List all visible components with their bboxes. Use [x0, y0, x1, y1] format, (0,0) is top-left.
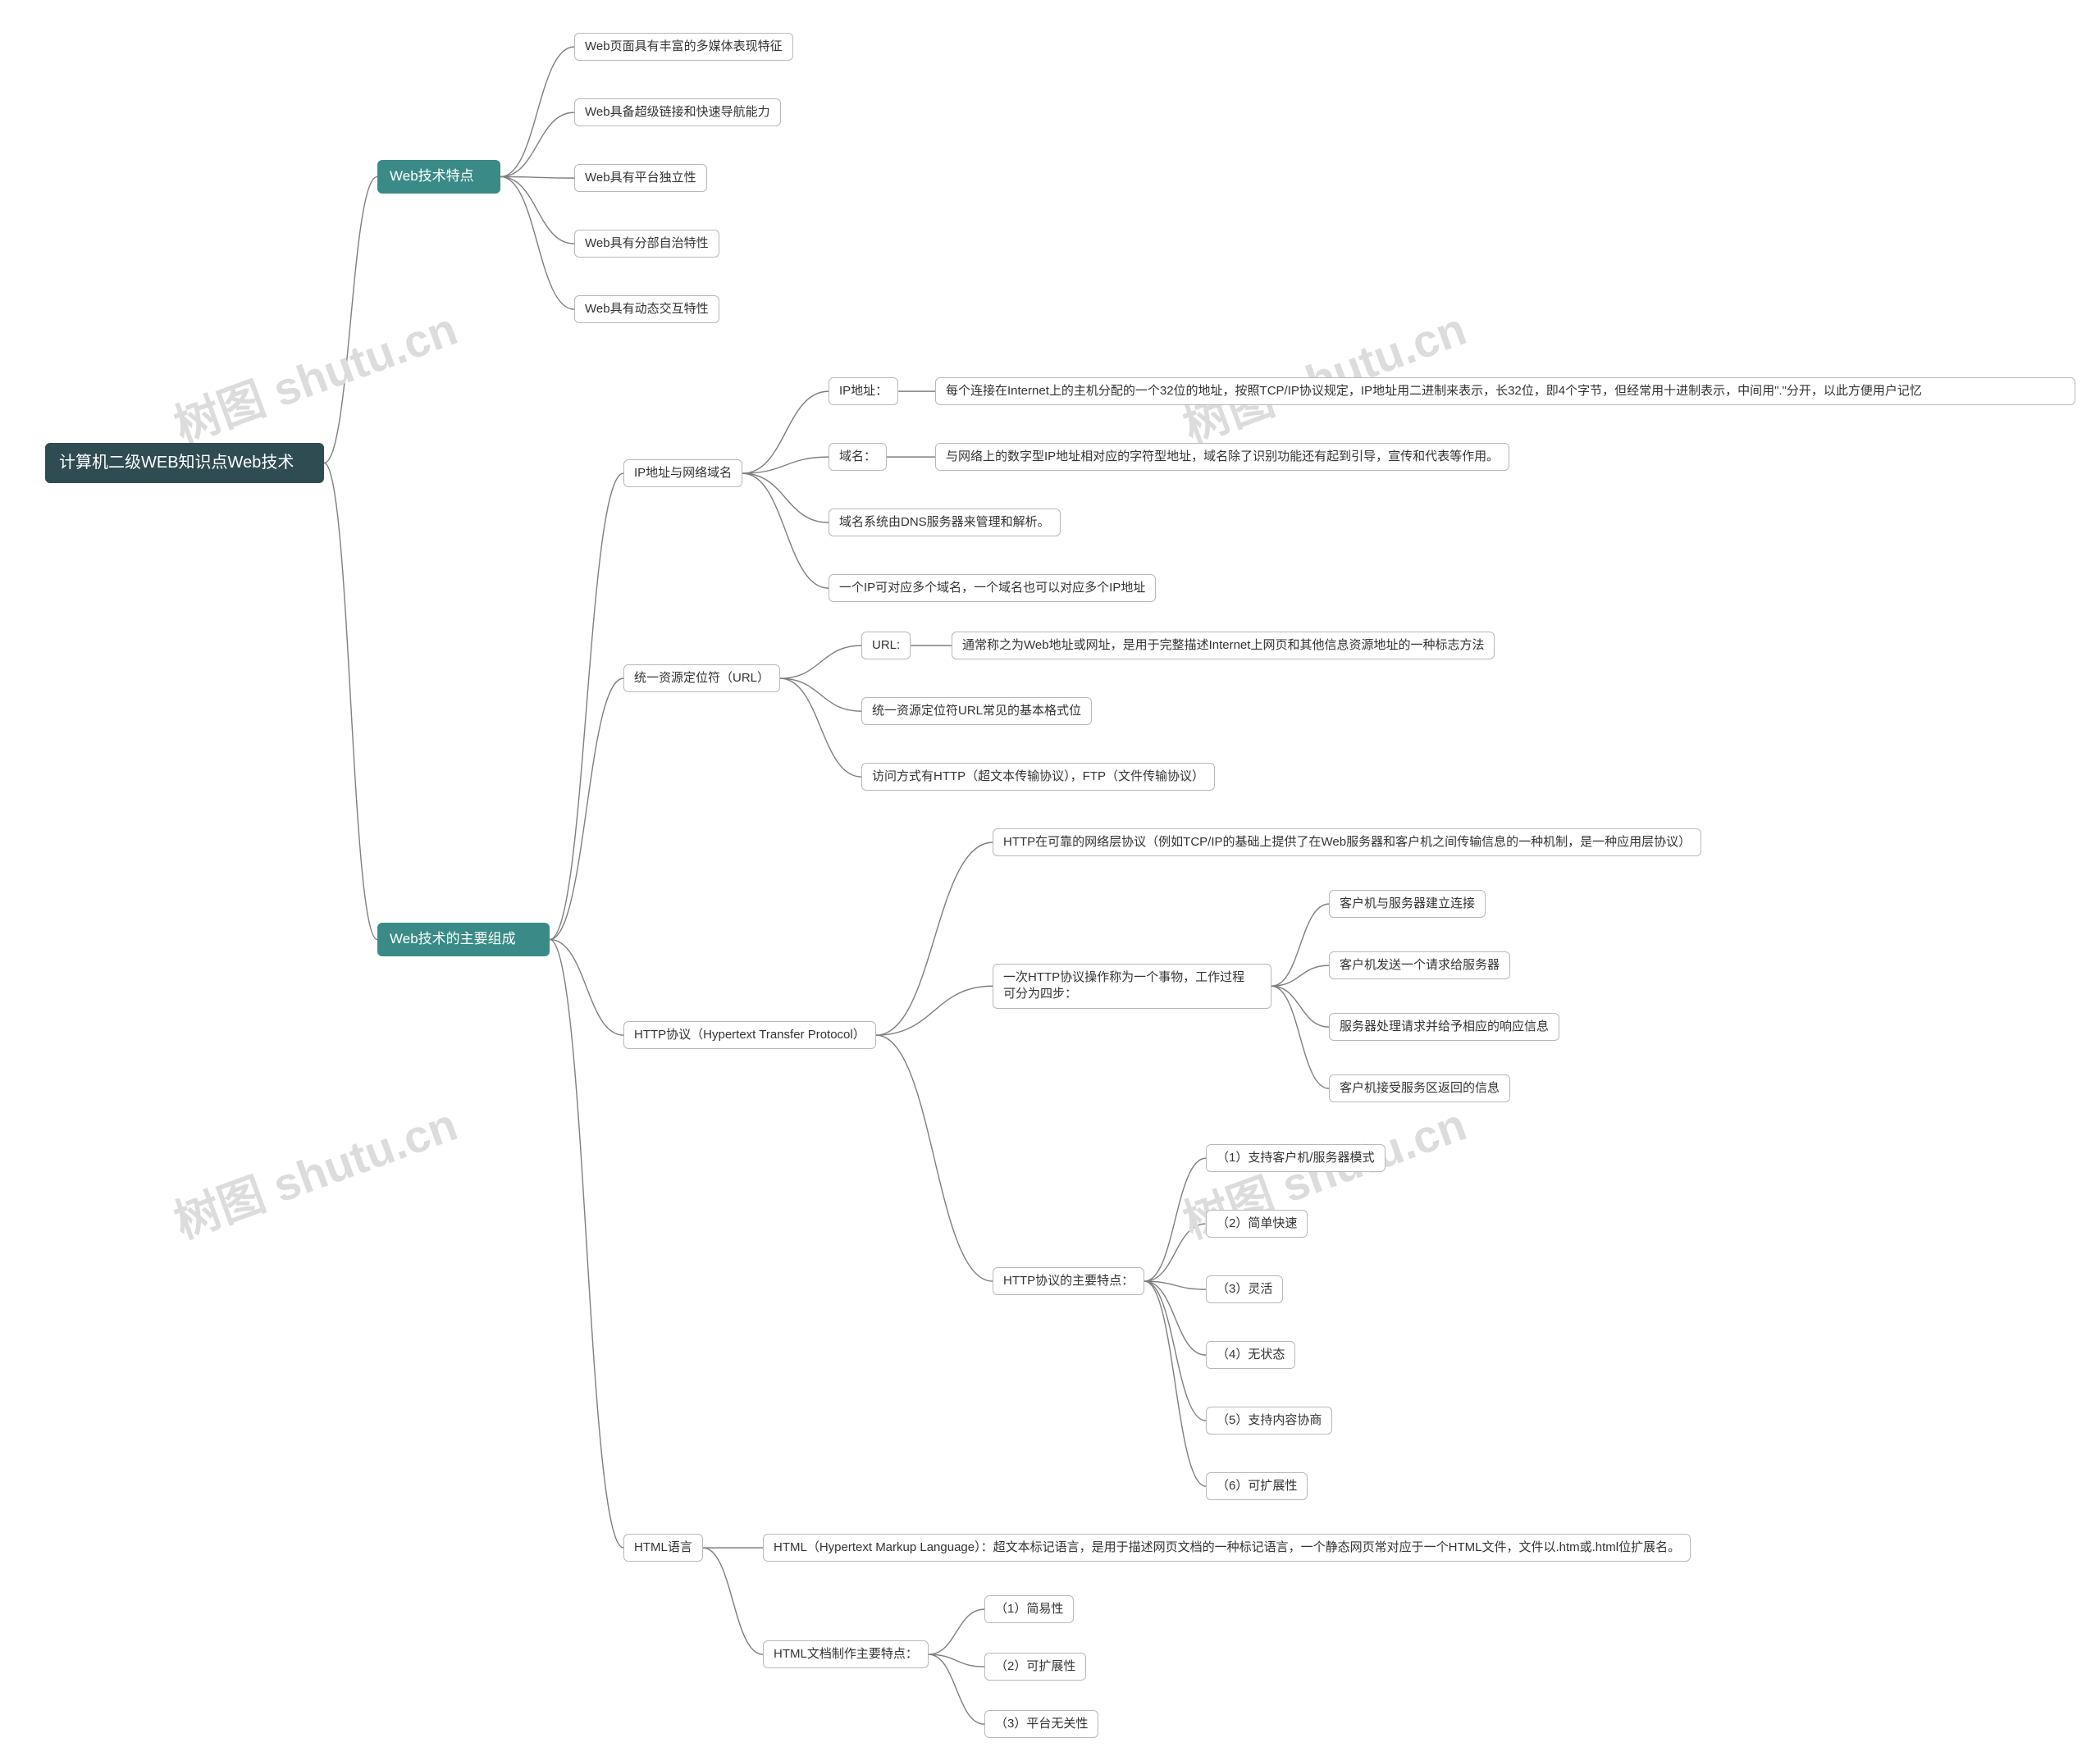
leaf-web-platform[interactable]: Web具有平台独立性	[574, 164, 707, 192]
leaf-http-step-1[interactable]: 客户机与服务器建立连接	[1329, 890, 1486, 918]
leaf-http-feature-2[interactable]: （2）简单快速	[1206, 1210, 1308, 1238]
leaf-http-desc[interactable]: HTTP在可靠的网络层协议（例如TCP/IP的基础上提供了在Web服务器和客户机…	[993, 828, 1701, 856]
root-node[interactable]: 计算机二级WEB知识点Web技术	[45, 443, 324, 483]
leaf-html-feature-2[interactable]: （2）可扩展性	[984, 1653, 1086, 1681]
leaf-dns[interactable]: 域名系统由DNS服务器来管理和解析。	[829, 509, 1061, 536]
leaf-web-hyperlink[interactable]: Web具备超级链接和快速导航能力	[574, 98, 781, 126]
watermark-3: 树图 shutu.cn	[164, 1088, 465, 1252]
leaf-web-distributed[interactable]: Web具有分部自治特性	[574, 230, 719, 258]
category-web-features[interactable]: Web技术特点	[377, 160, 500, 194]
connector-layer	[0, 0, 2100, 1747]
leaf-http-step-3[interactable]: 服务器处理请求并给予相应的响应信息	[1329, 1013, 1559, 1041]
leaf-http-step-4[interactable]: 客户机接受服务区返回的信息	[1329, 1074, 1510, 1102]
branch-url[interactable]: 统一资源定位符（URL）	[623, 664, 780, 692]
leaf-ip-address-desc[interactable]: 每个连接在Internet上的主机分配的一个32位的地址，按照TCP/IP协议规…	[935, 377, 2075, 405]
leaf-http-feature-3[interactable]: （3）灵活	[1206, 1275, 1283, 1303]
leaf-http-step-2[interactable]: 客户机发送一个请求给服务器	[1329, 951, 1510, 979]
leaf-url-desc[interactable]: 通常称之为Web地址或网址，是用于完整描述Internet上网页和其他信息资源地…	[952, 632, 1495, 659]
watermark-2: 树图 shutu.cn	[1173, 293, 1474, 457]
leaf-domain-desc[interactable]: 与网络上的数字型IP地址相对应的字符型地址，域名除了识别功能还有起到引导，宣传和…	[935, 443, 1509, 471]
leaf-http-feature-4[interactable]: （4）无状态	[1206, 1341, 1295, 1369]
category-web-components[interactable]: Web技术的主要组成	[377, 923, 550, 956]
leaf-http-features[interactable]: HTTP协议的主要特点：	[993, 1267, 1144, 1295]
leaf-web-interactive[interactable]: Web具有动态交互特性	[574, 295, 719, 323]
leaf-html-feature-1[interactable]: （1）简易性	[984, 1595, 1074, 1623]
leaf-http-feature-1[interactable]: （1）支持客户机/服务器模式	[1206, 1144, 1386, 1172]
branch-ip-domain[interactable]: IP地址与网络域名	[623, 459, 742, 487]
leaf-ip-domain-multi[interactable]: 一个IP可对应多个域名，一个域名也可以对应多个IP地址	[829, 574, 1156, 602]
leaf-web-multimedia[interactable]: Web页面具有丰富的多媒体表现特征	[574, 33, 793, 61]
leaf-url[interactable]: URL:	[861, 632, 911, 659]
leaf-domain[interactable]: 域名：	[829, 443, 887, 471]
mindmap-stage: 树图 shutu.cn 树图 shutu.cn 树图 shutu.cn 树图 s…	[0, 0, 2100, 1747]
leaf-html-desc[interactable]: HTML（Hypertext Markup Language）：超文本标记语言，…	[763, 1534, 1691, 1562]
branch-http[interactable]: HTTP协议（Hypertext Transfer Protocol）	[623, 1021, 876, 1049]
leaf-http-feature-6[interactable]: （6）可扩展性	[1206, 1472, 1308, 1500]
leaf-url-protocols[interactable]: 访问方式有HTTP（超文本传输协议），FTP（文件传输协议）	[861, 763, 1215, 791]
watermark-1: 树图 shutu.cn	[164, 293, 465, 457]
branch-html[interactable]: HTML语言	[623, 1534, 703, 1562]
leaf-http-steps[interactable]: 一次HTTP协议操作称为一个事物，工作过程 可分为四步：	[993, 964, 1271, 1009]
leaf-html-feature-3[interactable]: （3）平台无关性	[984, 1710, 1098, 1738]
leaf-ip-address[interactable]: IP地址：	[829, 377, 898, 405]
leaf-url-format[interactable]: 统一资源定位符URL常见的基本格式位	[861, 697, 1092, 725]
leaf-html-features[interactable]: HTML文档制作主要特点：	[763, 1640, 929, 1668]
leaf-http-feature-5[interactable]: （5）支持内容协商	[1206, 1407, 1332, 1435]
